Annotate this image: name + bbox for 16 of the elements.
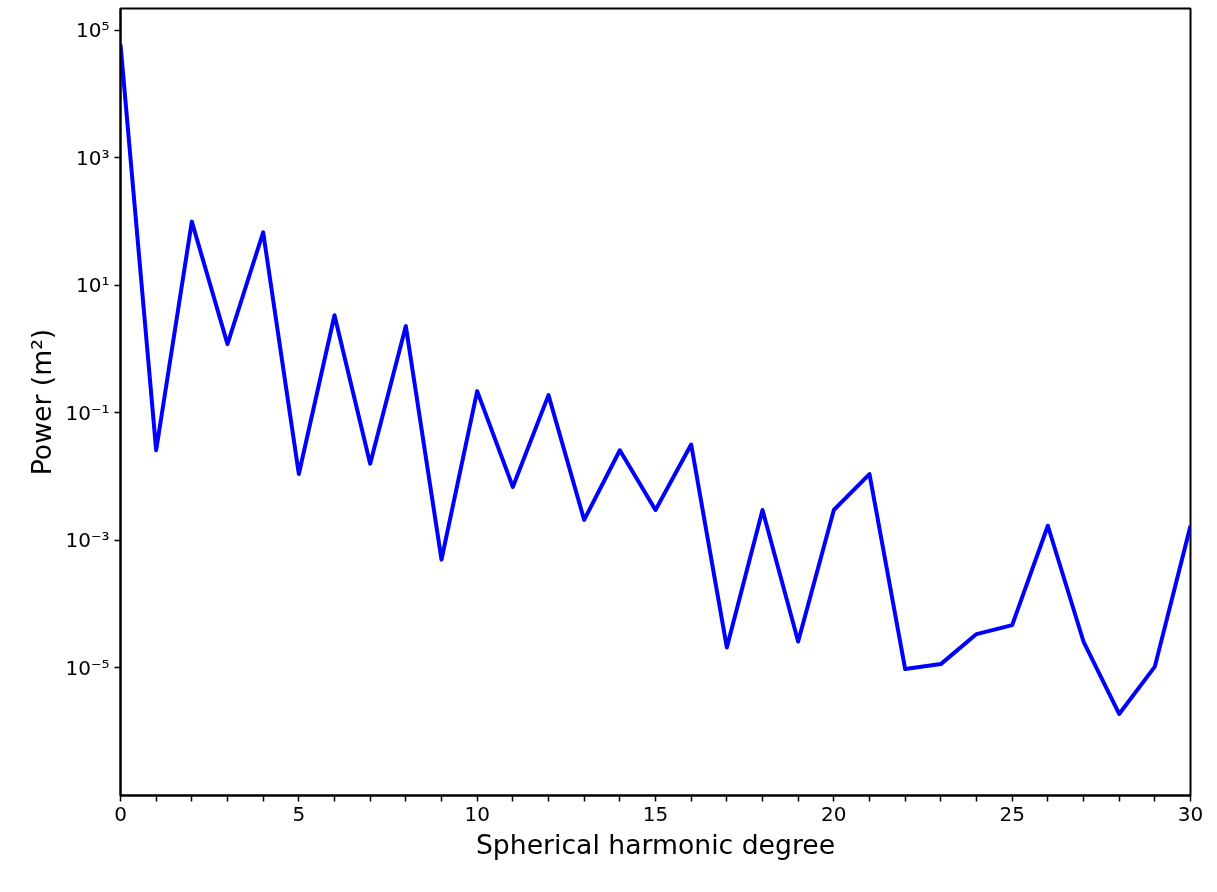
y-tick-label: 10¹ bbox=[76, 273, 110, 298]
y-tick-label: 10³ bbox=[76, 145, 110, 170]
x-axis-title: Spherical harmonic degree bbox=[475, 828, 836, 860]
x-tick-label: 20 bbox=[821, 801, 847, 826]
x-tick-label: 30 bbox=[1177, 801, 1204, 826]
x-tick-label: 5 bbox=[292, 801, 306, 826]
y-axis-title: Power (m²) bbox=[26, 328, 58, 476]
x-tick-label: 15 bbox=[642, 801, 669, 826]
y-tick-label: 10⁻⁵ bbox=[65, 655, 110, 680]
y-tick-label: 10⁻³ bbox=[65, 528, 110, 553]
y-tick-label: 10⁻¹ bbox=[65, 400, 110, 425]
x-tick-label: 10 bbox=[464, 801, 490, 826]
y-tick-label: 10⁵ bbox=[76, 18, 110, 43]
x-tick-label: 25 bbox=[999, 801, 1025, 826]
x-tick-label: 0 bbox=[114, 801, 127, 826]
line-series bbox=[120, 42, 1191, 716]
